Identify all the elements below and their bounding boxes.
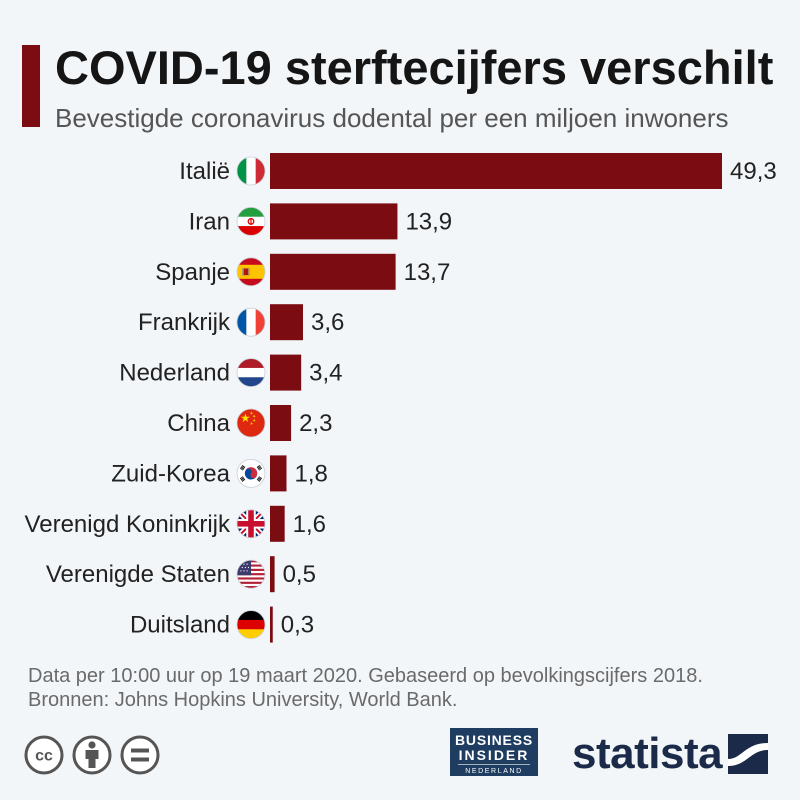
- bar-row-duitsland: Duitsland 0,3: [130, 606, 314, 643]
- statista-wordmark: statista: [572, 729, 723, 778]
- category-label-italie: Italië: [179, 158, 230, 185]
- category-label-spanje: Spanje: [155, 259, 230, 286]
- bar-zuid-korea: [270, 455, 287, 492]
- category-label-china: China: [167, 410, 230, 437]
- chart-title: COVID-19 sterftecijfers verschilt: [55, 41, 774, 94]
- spain-flag-icon: [236, 257, 266, 287]
- bar-row-iran: Iran 13,9: [189, 203, 452, 240]
- no-derivatives-icon: [120, 735, 160, 775]
- value-label-italie: 49,3: [730, 158, 777, 185]
- value-label-zuid-korea: 1,8: [295, 460, 328, 487]
- bar-iran: [270, 203, 398, 240]
- value-label-nederland: 3,4: [309, 360, 342, 387]
- category-label-verenigde-staten: Verenigde Staten: [46, 561, 230, 588]
- bar-row-italie: Italië 49,3: [179, 153, 777, 189]
- bar-row-verenigd-koninkrijk: Verenigd Koninkrijk 1,6: [25, 505, 326, 542]
- business-insider-line2: INSIDER: [458, 747, 530, 763]
- chart-subtitle: Bevestigde coronavirus dodental per een …: [55, 103, 729, 133]
- bar-frankrijk: [270, 304, 304, 341]
- bar-row-zuid-korea: Zuid-Korea 1,8: [111, 455, 328, 492]
- value-label-spanje: 13,7: [404, 259, 451, 286]
- china-flag-icon: [236, 408, 266, 438]
- value-label-verenigd-koninkrijk: 1,6: [293, 511, 326, 538]
- category-label-duitsland: Duitsland: [130, 612, 230, 639]
- business-insider-line1: BUSINESS: [455, 732, 533, 748]
- value-label-frankrijk: 3,6: [311, 309, 344, 336]
- bar-nederland: [270, 354, 302, 391]
- category-label-nederland: Nederland: [119, 360, 230, 387]
- france-flag-icon: [236, 307, 266, 337]
- creative-commons-icon: cc: [24, 735, 64, 775]
- bar-duitsland: [270, 606, 273, 643]
- bar-row-nederland: Nederland 3,4: [119, 354, 343, 391]
- footer-note: Data per 10:00 uur op 19 maart 2020. Geb…: [28, 665, 703, 687]
- statista-logo-icon: [728, 734, 769, 774]
- category-label-iran: Iran: [189, 208, 230, 235]
- value-label-duitsland: 0,3: [281, 612, 314, 639]
- bar-italie: [270, 153, 722, 189]
- bar-row-china: China 2,3: [167, 405, 332, 441]
- bar-spanje: [270, 253, 396, 290]
- value-label-verenigde-staten: 0,5: [283, 561, 316, 588]
- title-accent-bar: [22, 45, 40, 127]
- bar-row-verenigde-staten: Verenigde Staten 0,5: [46, 556, 316, 593]
- license-icons: cc: [24, 735, 160, 775]
- south-korea-flag-icon: [236, 458, 266, 488]
- usa-flag-icon: [236, 559, 266, 589]
- statista-logo: statista: [572, 729, 769, 778]
- category-label-frankrijk: Frankrijk: [138, 309, 231, 336]
- bar-row-spanje: Spanje 13,7: [155, 253, 451, 290]
- footer-notes: Data per 10:00 uur op 19 maart 2020. Geb…: [28, 664, 703, 712]
- category-label-verenigd-koninkrijk: Verenigd Koninkrijk: [25, 511, 231, 538]
- value-label-iran: 13,9: [405, 208, 452, 235]
- business-insider-logo: BUSINESS INSIDER NEDERLAND: [450, 728, 538, 776]
- bar-row-frankrijk: Frankrijk 3,6: [138, 304, 344, 341]
- germany-flag-icon: [236, 610, 266, 640]
- iran-flag-icon: [236, 207, 266, 236]
- attribution-icon: [72, 735, 112, 775]
- business-insider-edition: NEDERLAND: [465, 768, 523, 775]
- netherlands-flag-icon: [236, 358, 266, 388]
- bar-verenigd-koninkrijk: [270, 505, 285, 542]
- bar-china: [270, 405, 292, 441]
- value-label-china: 2,3: [299, 410, 332, 437]
- cc-icon-label: cc: [35, 748, 53, 765]
- footer-sources: Bronnen: Johns Hopkins University, World…: [28, 689, 458, 711]
- business-insider-divider: [458, 764, 530, 765]
- bar-verenigde-staten: [270, 556, 275, 593]
- uk-flag-icon: [236, 509, 266, 539]
- bar-chart: Italië 49,3 Iran 13,9 Spanje 13,7 Frankrijk 3,6…: [25, 153, 777, 643]
- italy-flag-icon: [236, 156, 266, 186]
- category-label-zuid-korea: Zuid-Korea: [111, 460, 230, 487]
